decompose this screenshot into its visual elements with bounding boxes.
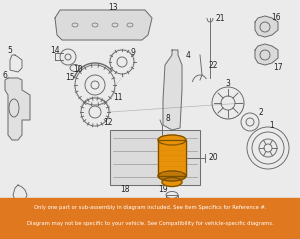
Text: 4: 4 <box>186 50 190 60</box>
Text: Diagram may not be specific to your vehicle. See Compatibility for vehicle-speci: Diagram may not be specific to your vehi… <box>27 221 273 226</box>
Ellipse shape <box>158 135 186 145</box>
Text: 7: 7 <box>10 206 14 214</box>
Bar <box>158 140 186 176</box>
Text: 19: 19 <box>158 185 168 195</box>
Ellipse shape <box>158 171 186 181</box>
Bar <box>166 195 178 200</box>
Text: 9: 9 <box>130 48 135 56</box>
Text: 11: 11 <box>113 93 123 103</box>
Polygon shape <box>5 78 30 140</box>
Bar <box>0 198 300 239</box>
Text: 13: 13 <box>108 2 118 11</box>
Text: 18: 18 <box>120 185 130 195</box>
Bar <box>158 140 186 176</box>
Polygon shape <box>110 130 200 185</box>
Text: 8: 8 <box>166 114 170 123</box>
Text: 1: 1 <box>270 120 274 130</box>
Text: Only one part or sub-assembly in diagram included. See Item Specifics for Refere: Only one part or sub-assembly in diagram… <box>34 205 266 210</box>
Text: 15: 15 <box>65 74 75 82</box>
Text: 14: 14 <box>50 45 60 54</box>
Bar <box>110 130 200 185</box>
Text: 16: 16 <box>271 12 281 22</box>
Text: 17: 17 <box>273 64 283 72</box>
Polygon shape <box>255 16 278 37</box>
Text: 20: 20 <box>208 153 218 163</box>
Text: 10: 10 <box>73 65 83 75</box>
Polygon shape <box>163 50 182 130</box>
Text: 21: 21 <box>215 13 225 22</box>
Polygon shape <box>55 10 152 40</box>
Text: 3: 3 <box>226 78 230 87</box>
Text: 2: 2 <box>259 108 263 116</box>
Polygon shape <box>255 44 278 65</box>
Text: 6: 6 <box>3 71 8 80</box>
Ellipse shape <box>162 178 182 186</box>
Text: 12: 12 <box>103 118 113 126</box>
Text: 22: 22 <box>208 60 218 70</box>
Text: 5: 5 <box>8 45 12 54</box>
